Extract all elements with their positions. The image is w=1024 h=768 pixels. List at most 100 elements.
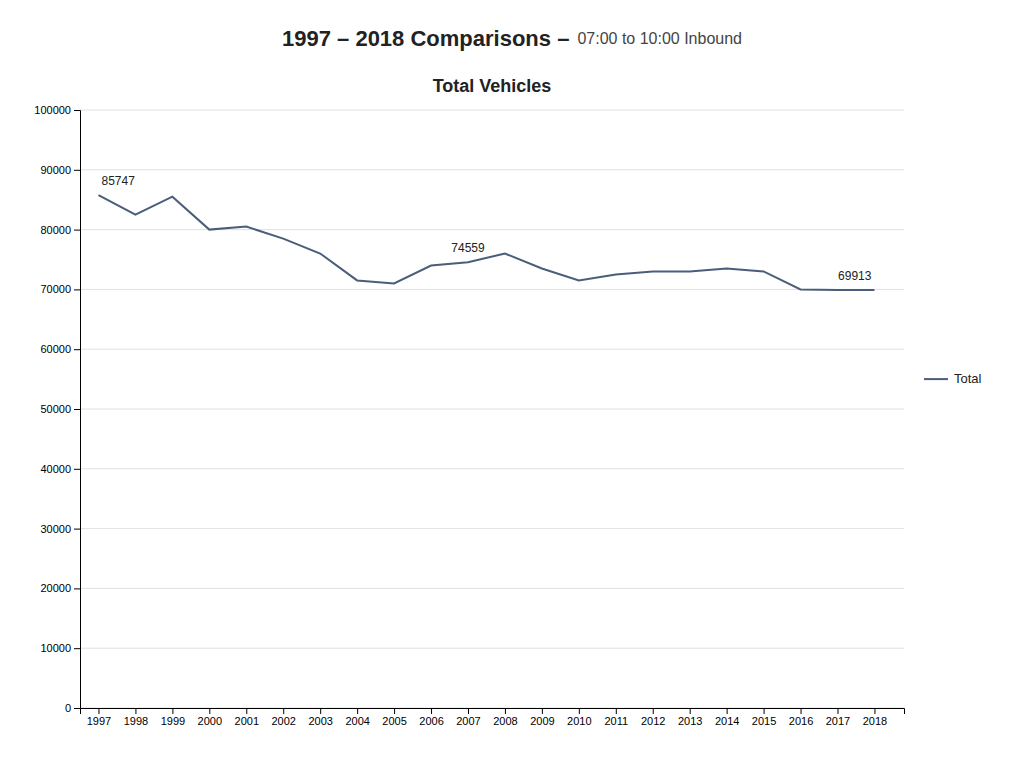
y-tick-label: 60000: [40, 343, 71, 355]
y-tick-mark: [74, 708, 80, 709]
x-tick-label: 1999: [161, 715, 185, 727]
x-tick: 2006: [419, 708, 443, 727]
y-tick: 60000: [40, 343, 80, 355]
x-tick: 2002: [271, 708, 295, 727]
annotation: 69913: [838, 269, 872, 283]
marks: [98, 195, 874, 290]
y-tick-mark: [74, 648, 80, 649]
grid-line: [80, 229, 904, 230]
y-tick-mark: [74, 349, 80, 350]
x-tick-label: 2005: [382, 715, 406, 727]
y-tick-label: 70000: [40, 283, 71, 295]
x-tick: 2015: [752, 708, 776, 727]
grid-line: [80, 588, 904, 589]
x-tick-mark: [727, 708, 728, 714]
x-tick-label: 2012: [641, 715, 665, 727]
x-tick-label: 2011: [604, 715, 628, 727]
line: [98, 195, 874, 290]
x-axis-line: [81, 709, 905, 715]
x-tick-mark: [468, 708, 469, 714]
grid-line: [80, 468, 904, 469]
x-tick-label: 2014: [715, 715, 739, 727]
legend-label: Total: [954, 371, 982, 386]
x-tick-label: 1998: [124, 715, 148, 727]
y-tick-label: 10000: [40, 642, 71, 654]
y-tick-label: 30000: [40, 523, 71, 535]
title-row: 1997 – 2018 Comparisons –07:00 to 10:00 …: [282, 26, 742, 51]
annotations: 857477455969913: [101, 174, 871, 283]
y-tick-mark: [74, 469, 80, 470]
y-tick: 70000: [40, 283, 80, 295]
x-tick-label: 2010: [567, 715, 591, 727]
y-tick-label: 90000: [40, 164, 71, 176]
x-tick: 1999: [161, 708, 185, 727]
y-tick: 20000: [40, 582, 80, 594]
chart-svg: 1997 – 2018 Comparisons –07:00 to 10:00 …: [0, 0, 1024, 768]
y-tick-label: 50000: [40, 403, 71, 415]
y-tick: 10000: [40, 642, 80, 654]
x-tick-label: 2003: [308, 715, 332, 727]
y-tick-mark: [74, 529, 80, 530]
x-tick-mark: [135, 708, 136, 714]
x-tick-label: 2013: [678, 715, 702, 727]
x-tick: 2009: [530, 708, 554, 727]
legend: Total: [924, 371, 982, 386]
y-tick-mark: [74, 588, 80, 589]
x-tick-label: 2016: [789, 715, 813, 727]
y-tick: 100000: [34, 104, 80, 116]
x-tick-label: 2001: [235, 715, 259, 727]
y-tick-mark: [74, 289, 80, 290]
legend-item: Total: [924, 371, 982, 386]
x-tick-mark: [283, 708, 284, 714]
y-tick-mark: [74, 170, 80, 171]
x-tick: 2010: [567, 708, 591, 727]
y-tick-label: 40000: [40, 463, 71, 475]
x-tick-mark: [653, 708, 654, 714]
x-tick: 2011: [604, 708, 628, 727]
x-tick-mark: [320, 708, 321, 714]
grid-line: [80, 648, 904, 649]
grid-line: [80, 110, 904, 111]
x-tick-label: 2009: [530, 715, 554, 727]
y-tick: 30000: [40, 523, 80, 535]
x-tick-mark: [542, 708, 543, 714]
x-tick-label: 2015: [752, 715, 776, 727]
legend-swatch: [924, 378, 948, 380]
x-tick: 2008: [493, 708, 517, 727]
x-tick-mark: [801, 708, 802, 714]
x-tick: 1998: [124, 708, 148, 727]
x-tick: 2014: [715, 708, 739, 727]
x-tick: 2016: [789, 708, 813, 727]
x-tick-mark: [431, 708, 432, 714]
y-tick: 80000: [40, 224, 80, 236]
x-tick-mark: [172, 708, 173, 714]
y-tick-label: 20000: [40, 582, 71, 594]
x-tick-label: 2017: [826, 715, 850, 727]
y-tick-label: 80000: [40, 224, 71, 236]
x-tick-mark: [357, 708, 358, 714]
y-tick-mark: [74, 409, 80, 410]
x-tick-label: 2000: [198, 715, 222, 727]
x-tick: 2000: [198, 708, 222, 727]
y-tick: 0: [65, 702, 80, 714]
x-tick-label: 2006: [419, 715, 443, 727]
y-tick: 50000: [40, 403, 80, 415]
x-tick-mark: [209, 708, 210, 714]
chart-title: Total Vehicles: [433, 76, 552, 96]
x-tick-label: 2002: [271, 715, 295, 727]
x-tick: 1997: [87, 708, 111, 727]
grid-line: [80, 289, 904, 290]
x-tick-mark: [246, 708, 247, 714]
x-tick: 2012: [641, 708, 665, 727]
x-axis: 1997199819992000200120022003200420052006…: [81, 708, 905, 727]
x-tick-mark: [579, 708, 580, 714]
x-tick: 2005: [382, 708, 406, 727]
x-tick: 2001: [235, 708, 259, 727]
grid-line: [80, 528, 904, 529]
x-tick-mark: [764, 708, 765, 714]
y-tick-label: 100000: [34, 104, 71, 116]
y-tick-mark: [74, 230, 80, 231]
y-tick: 90000: [40, 164, 80, 176]
x-tick-mark: [394, 708, 395, 714]
x-tick-mark: [874, 708, 875, 714]
